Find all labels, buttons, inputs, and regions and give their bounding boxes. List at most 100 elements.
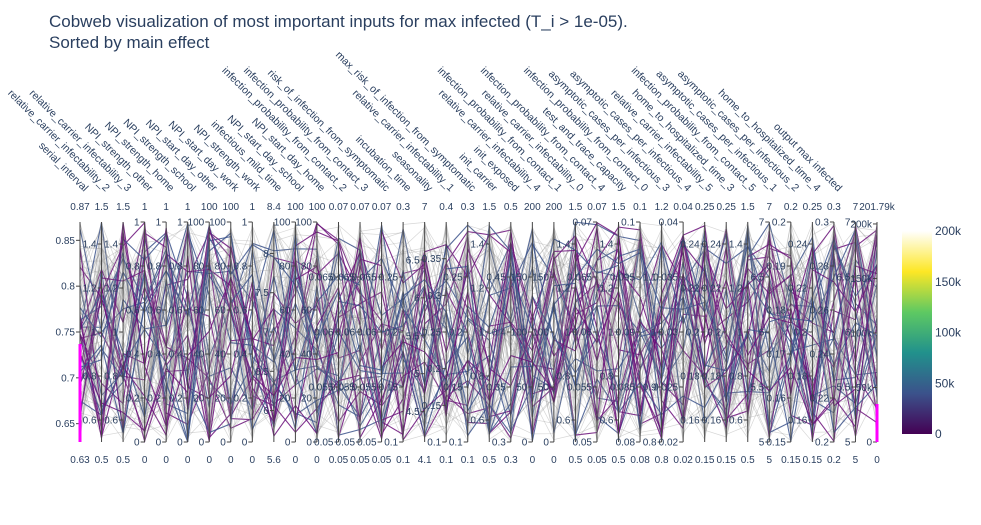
axis-27[interactable]: 1.1 1 0.9 0.8 1.2 0.8 (643, 202, 669, 466)
axis-tick-label: 0.8 (61, 282, 75, 293)
axis-tick-label: 0.6 (126, 306, 140, 317)
axis-tick-label: 40 (279, 350, 291, 361)
axis-range-max: 1 (185, 202, 191, 213)
data-polyline (79, 226, 878, 432)
axis-2[interactable]: 1.4 1.2 1 0.8 0.6 1.5 0.5 (104, 202, 130, 466)
axis-36[interactable]: 7 6.5 6 5.5 5 7 5 (837, 202, 859, 466)
data-polyline (79, 226, 878, 438)
data-polyline (79, 228, 878, 443)
axis-tick-label: 50 (538, 383, 550, 394)
axis-range-min: 0.1 (461, 455, 475, 466)
axis-22[interactable]: 150 100 50 0 200 0 (532, 202, 562, 466)
axis-tick-label: 40 (301, 350, 313, 361)
axis-20[interactable]: 0.45 0.4 0.35 0.3 0.5 0.3 (486, 202, 518, 466)
axis-1[interactable]: 1.4 1.2 1 0.8 0.6 1.5 0.5 (83, 202, 109, 466)
axis-tick-label: 0.2 (384, 328, 398, 339)
axis-29[interactable]: 0.24 0.22 0.2 0.18 0.16 0.25 0.15 (680, 202, 715, 466)
axis-range-min: 0.02 (673, 455, 693, 466)
axis-tick-label: 1.4 (104, 240, 118, 251)
axis-21[interactable]: 150 100 50 0 200 0 (511, 202, 541, 466)
axis-tick-label: 1.4 (557, 240, 571, 251)
data-polyline (79, 228, 878, 442)
axis-tick-label: 0.3 (492, 438, 506, 449)
axis-34[interactable]: 0.24 0.22 0.2 0.18 0.16 0.25 0.15 (788, 202, 823, 466)
axis-tick-label: 1.2 (83, 284, 97, 295)
axis-range-max: 0.3 (396, 202, 410, 213)
axis-8[interactable]: 1 0.8 0.6 0.4 0.2 0 1 0 (233, 202, 255, 466)
axis-tick-label: 0.065 (567, 273, 592, 284)
data-polyline (79, 226, 878, 441)
axis-14[interactable]: 0.065 0.06 0.055 0.05 0.07 0.05 (352, 202, 392, 466)
axis-tick-label: 0.15 (379, 383, 399, 394)
axis-tick-label: 0.03 (659, 328, 679, 339)
axis-range-max: 0.3 (827, 202, 841, 213)
axis-tick-label: 0.24 (809, 350, 829, 361)
data-polyline (79, 240, 878, 442)
axis-tick-label: 0.05 (336, 438, 356, 449)
axis-tick-label: 7 (759, 218, 765, 229)
axis-18[interactable]: 0.25 0.2 0.15 0.1 0.3 0.1 (443, 202, 475, 466)
axis-12[interactable]: 0.065 0.06 0.055 0.05 0.07 0.05 (308, 202, 348, 466)
axis-tick-label: 80 (215, 262, 227, 273)
axis-5[interactable]: 1 0.8 0.6 0.4 0.2 0 1 0 (169, 202, 191, 466)
axis-tick-label: 7.5 (255, 288, 269, 299)
axis-17[interactable]: 0.35 0.3 0.25 0.2 0.15 0.1 0.4 0.1 (422, 202, 454, 466)
axis-range-max: 100 (309, 202, 326, 213)
axis-tick-label: 150k (850, 274, 873, 285)
axis-23[interactable]: 1.4 1.2 1 0.8 0.6 1.5 0.5 (557, 202, 583, 466)
axis-range-min: 0.5 (95, 455, 109, 466)
axis-tick-label: 0.8 (83, 372, 97, 383)
axis-3[interactable]: 1 0.8 0.6 0.4 0.2 0 1 0 (126, 202, 148, 466)
axis-35[interactable]: 0.3 0.28 0.26 0.24 0.22 0.2 0.3 0.2 (809, 202, 841, 466)
axis-range-max: 0.2 (784, 202, 798, 213)
axis-19[interactable]: 1.4 1.2 1 0.8 0.6 1.5 0.5 (470, 202, 496, 466)
axis-tick-label: 0.22 (680, 284, 700, 295)
axis-25[interactable]: 1.4 1.2 1 0.8 0.6 1.5 0.5 (600, 202, 626, 466)
axis-tick-label: 0.24 (788, 240, 808, 251)
axis-range-min: 4.1 (418, 455, 432, 466)
axis-tick-label: 0.65 (56, 419, 76, 430)
axis-tick-label: 60 (279, 306, 291, 317)
axis-tick-label: 0.18 (788, 372, 808, 383)
axis-tick-label: 1 (737, 328, 743, 339)
axis-31[interactable]: 1.4 1.2 1 0.8 0.6 1.5 0.5 (729, 202, 755, 466)
axis-32[interactable]: 7 6.5 6 5.5 5 7 5 (750, 202, 772, 466)
data-polyline (79, 222, 878, 443)
axis-tick-label: 0.35 (422, 254, 442, 265)
axis-tick-label: 150 (532, 273, 549, 284)
axis-tick-label: 0 (156, 438, 162, 449)
data-polyline (79, 222, 878, 436)
axis-30[interactable]: 0.24 0.22 0.2 0.18 0.16 0.25 0.15 (702, 202, 737, 466)
axis-range-max: 0.07 (350, 202, 370, 213)
axis-range-min: 0 (293, 455, 299, 466)
axis-9[interactable]: 8 7.5 7 6.5 6 8.4 5.6 (255, 202, 281, 466)
axis-tick-label: 0.2 (233, 394, 247, 405)
axis-tick-label: 1.2 (600, 284, 614, 295)
axis-tick-label: 0.09 (616, 328, 636, 339)
axis-16[interactable]: 6.5 6 5.5 5 4.5 7 4.1 (406, 202, 432, 466)
axis-range-max: 0.1 (633, 202, 647, 213)
axis-tick-label: 20 (279, 394, 291, 405)
axis-tick-label: 0.15 (422, 401, 442, 412)
axis-24[interactable]: 0.07 0.065 0.06 0.055 0.05 0.07 0.05 (567, 202, 607, 466)
axis-15[interactable]: 0.25 0.2 0.15 0.1 0.3 0.1 (379, 202, 411, 466)
axis-tick-label: 0.055 (330, 383, 355, 394)
data-polyline (79, 227, 878, 442)
axis-range-max: 100 (201, 202, 218, 213)
axis-range-min: 0 (206, 455, 212, 466)
axis-28[interactable]: 0.04 0.035 0.03 0.025 0.02 0.04 0.02 (653, 202, 693, 466)
axis-33[interactable]: 0.2 0.19 0.18 0.17 0.16 0.15 0.2 0.15 (766, 202, 801, 466)
axis-4[interactable]: 1 0.8 0.6 0.4 0.2 0 1 0 (147, 202, 169, 466)
axis-tick-label: 1 (177, 218, 183, 229)
axis-13[interactable]: 0.065 0.06 0.055 0.05 0.07 0.05 (330, 202, 370, 466)
axis-tick-label: 20 (301, 394, 313, 405)
axis-range-max: 0.87 (70, 202, 90, 213)
axis-range-min: 0.05 (587, 455, 607, 466)
axis-range-max: 0.4 (439, 202, 453, 213)
data-polyline (79, 224, 878, 439)
axis-26[interactable]: 0.1 0.095 0.09 0.085 0.08 0.1 0.08 (610, 202, 650, 466)
